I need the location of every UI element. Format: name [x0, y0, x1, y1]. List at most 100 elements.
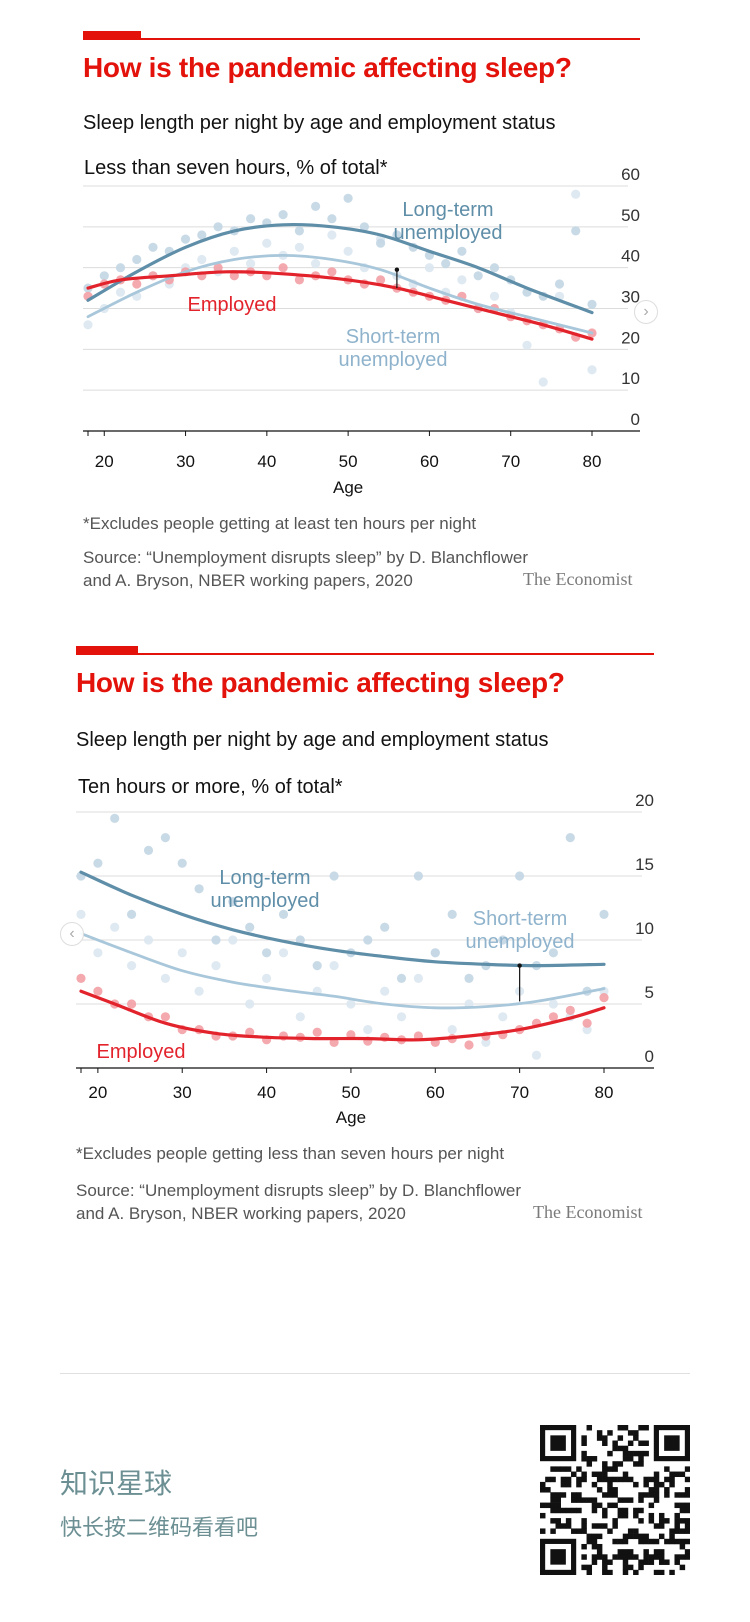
qr-module [622, 1507, 629, 1514]
short-term-point [197, 254, 207, 265]
short-term-point [548, 999, 559, 1009]
qr-module [658, 1533, 665, 1540]
long-term-point [498, 935, 508, 945]
qr-module [638, 1497, 644, 1503]
qr-module [679, 1471, 686, 1478]
qr-module [622, 1564, 629, 1571]
qr-module [560, 1492, 567, 1498]
y-tick-label: 60 [621, 165, 640, 184]
qr-module [648, 1518, 655, 1524]
qr-module [617, 1497, 624, 1503]
qr-module [674, 1492, 680, 1498]
qr-module [664, 1476, 670, 1483]
qr-module [633, 1461, 639, 1467]
long-term-point [327, 214, 337, 224]
qr-module [627, 1497, 634, 1503]
qr-finder-core [664, 1435, 680, 1451]
qr-module [607, 1487, 613, 1493]
qr-module [612, 1554, 618, 1560]
top-rule [76, 653, 654, 655]
qr-module [684, 1518, 690, 1524]
x-axis-title: Age [333, 478, 363, 497]
long-term-point [548, 948, 559, 958]
qr-module [571, 1507, 577, 1514]
qr-module [643, 1440, 649, 1446]
employed-point [582, 1018, 592, 1028]
short-term-point [278, 948, 289, 958]
qr-module [540, 1502, 546, 1509]
brand-logo: The Economist [533, 1202, 643, 1222]
unit-label: Ten hours or more, % of total* [78, 776, 343, 798]
qr-module [576, 1528, 582, 1534]
qr-module [648, 1502, 655, 1509]
source-line-1: Source: “Unemployment disrupts sleep” by… [76, 1181, 522, 1200]
short-term-point [160, 973, 170, 983]
long-term-point [180, 234, 191, 244]
employed-point [278, 263, 288, 273]
scroll-left-arrow[interactable]: ‹ [60, 922, 84, 946]
qr-module [607, 1450, 613, 1457]
long-term-point [148, 242, 158, 252]
scroll-right-arrow[interactable]: › [634, 300, 658, 324]
qr-module [617, 1554, 624, 1560]
long-term-point [294, 226, 304, 236]
short-term-point [245, 999, 255, 1009]
qr-module [653, 1487, 660, 1493]
long-term-point [143, 845, 154, 855]
qr-module [638, 1538, 644, 1545]
long-term-point [295, 935, 305, 945]
y-tick-label: 10 [621, 369, 640, 388]
short-term-point [571, 189, 581, 199]
qr-module [576, 1466, 582, 1472]
qr-module [586, 1569, 593, 1575]
qr-module [658, 1512, 665, 1519]
qr-module [602, 1523, 608, 1529]
qr-module [627, 1549, 634, 1555]
qr-module [540, 1528, 546, 1534]
qr-module [622, 1445, 629, 1452]
qr-module [653, 1492, 660, 1498]
connector-dot [517, 963, 522, 968]
long-term-point [554, 279, 565, 289]
employed-point [376, 275, 386, 285]
qr-module [540, 1512, 546, 1519]
qr-module [627, 1528, 634, 1534]
label-line: unemployed [339, 349, 448, 371]
qr-module [607, 1481, 613, 1488]
qr-module [638, 1533, 644, 1540]
qr-module [638, 1507, 644, 1514]
qr-module [612, 1523, 618, 1529]
employed-point [548, 1012, 559, 1022]
qr-module [617, 1512, 624, 1519]
qr-module [612, 1461, 618, 1467]
qr-module [633, 1528, 639, 1534]
qr-module [596, 1554, 603, 1560]
long-term-point [441, 259, 451, 269]
qr-module [669, 1471, 675, 1478]
long-term-point [311, 201, 321, 211]
label-line: Long-term [402, 199, 493, 221]
qr-module [653, 1569, 660, 1575]
long-term-point [262, 948, 272, 958]
short-term-point [522, 340, 532, 350]
qr-module [622, 1450, 629, 1457]
qr-module [658, 1518, 665, 1524]
qr-code-icon[interactable] [540, 1425, 690, 1575]
qr-module [638, 1425, 644, 1431]
qr-module [612, 1440, 618, 1446]
short-term-label: Short-term unemployed [466, 908, 575, 953]
qr-module [586, 1564, 593, 1571]
qr-module [643, 1492, 649, 1498]
qr-module [581, 1528, 587, 1534]
qr-module [633, 1430, 639, 1436]
qr-module [550, 1507, 556, 1514]
long-term-point [430, 948, 440, 958]
chart-panel-1: How is the pandemic affecting sleep? Sle… [0, 30, 750, 630]
qr-module [653, 1549, 660, 1555]
x-tick-label: 70 [501, 452, 520, 471]
qr-module [674, 1528, 680, 1534]
qr-module [591, 1559, 598, 1565]
short-term-point [327, 230, 337, 240]
employed-point [599, 993, 609, 1003]
